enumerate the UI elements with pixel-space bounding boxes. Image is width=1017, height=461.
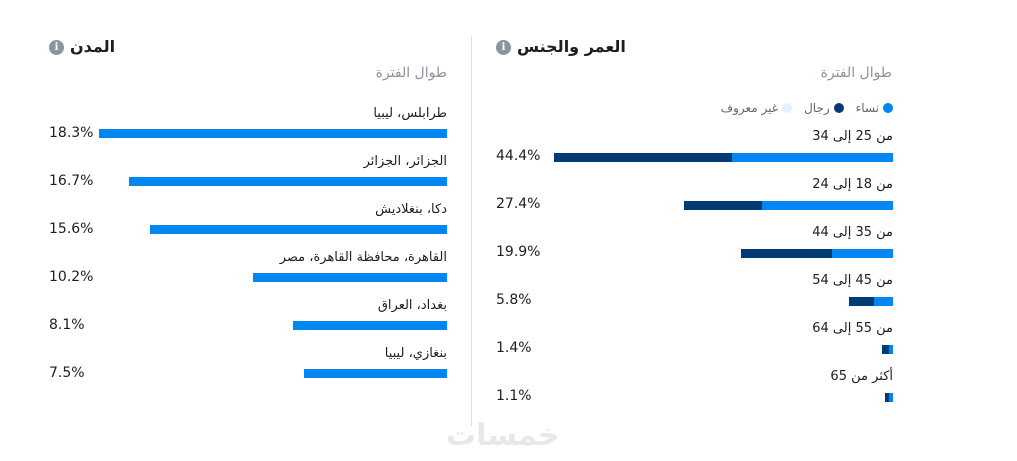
age-label: أكثر من 65 [830,369,893,384]
age-label: من 55 إلى 64 [812,321,893,336]
men-segment [683,201,763,210]
city-bar[interactable] [304,369,447,378]
women-segment [831,249,893,258]
city-bar[interactable] [150,225,447,234]
city-percent: 10.2% [49,269,94,285]
women-segment [873,297,893,306]
age-percent: 5.8% [496,292,532,308]
city-label: دكا، بنغلاديش [375,202,447,217]
legend-women[interactable]: نساء [856,101,893,115]
city-bar[interactable] [129,177,447,186]
city-label: طرابلس، ليبيا [373,106,447,121]
city-bar[interactable] [292,321,447,330]
age-gender-period: طوال الفترة [820,65,892,81]
age-bar[interactable] [884,393,893,402]
info-icon[interactable]: i [496,39,511,55]
age-bar[interactable] [683,201,893,210]
men-segment [884,393,890,402]
unknown-dot-icon [782,103,793,113]
city-label: القاهرة، محافظة القاهرة، مصر [279,250,447,265]
legend-men[interactable]: رجال [804,101,844,115]
age-bar[interactable] [554,153,893,162]
watermark-logo: خمسات [446,418,560,453]
men-segment [882,345,890,354]
city-label: بغداد، العراق [377,298,447,313]
legend-women-label: نساء [855,101,879,115]
legend: نساء رجال غير معروف [721,101,893,115]
age-bar[interactable] [741,249,893,258]
men-segment [554,153,732,162]
city-percent: 16.7% [49,173,94,189]
age-percent: 44.4% [496,148,541,164]
men-segment [741,249,832,258]
cities-period: طوال الفترة [375,65,447,81]
city-bar[interactable] [99,129,447,138]
city-label: بنغازي، ليبيا [384,346,447,361]
info-icon[interactable]: i [49,39,64,55]
city-bar[interactable] [253,273,447,282]
age-label: من 45 إلى 54 [812,273,893,288]
men-dot-icon [833,103,844,113]
cities-header: i المدن [49,37,115,57]
women-segment [889,393,893,402]
age-percent: 1.1% [496,388,532,404]
legend-unknown[interactable]: غير معروف [720,101,793,115]
age-percent: 1.4% [496,340,532,356]
divider [471,36,472,426]
legend-men-label: رجال [804,101,830,115]
city-label: الجزائر، الجزائر [363,154,447,169]
age-label: من 25 إلى 34 [812,129,893,144]
age-bar[interactable] [848,297,893,306]
legend-unknown-label: غير معروف [720,101,779,115]
cities-title: المدن [70,37,116,56]
age-gender-title: العمر والجنس [517,37,626,56]
city-percent: 15.6% [49,221,94,237]
women-segment [762,201,893,210]
women-segment [731,153,893,162]
age-percent: 27.4% [496,196,541,212]
men-segment [848,297,874,306]
age-bar[interactable] [882,345,893,354]
age-percent: 19.9% [496,244,541,260]
women-segment [889,345,893,354]
age-label: من 35 إلى 44 [812,225,893,240]
women-dot-icon [883,103,893,113]
age-label: من 18 إلى 24 [812,177,893,192]
city-percent: 8.1% [49,317,85,333]
age-gender-header: i العمر والجنس [496,37,626,57]
city-percent: 18.3% [49,125,94,141]
city-percent: 7.5% [49,365,85,381]
